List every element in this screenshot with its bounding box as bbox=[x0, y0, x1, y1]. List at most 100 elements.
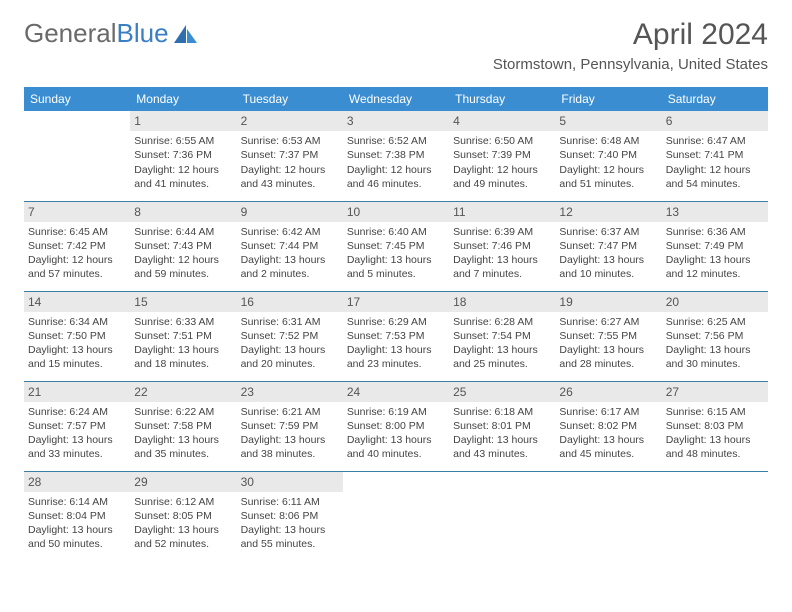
sunrise-text: Sunrise: 6:55 AM bbox=[134, 134, 232, 148]
sunset-text: Sunset: 7:41 PM bbox=[666, 148, 764, 162]
sunrise-text: Sunrise: 6:34 AM bbox=[28, 315, 126, 329]
daylight-text: Daylight: 13 hours and 45 minutes. bbox=[559, 433, 657, 461]
sail-icon bbox=[173, 23, 199, 45]
sunrise-text: Sunrise: 6:31 AM bbox=[241, 315, 339, 329]
daylight-text: Daylight: 12 hours and 43 minutes. bbox=[241, 163, 339, 191]
day-number: 14 bbox=[24, 292, 130, 312]
daylight-text: Daylight: 12 hours and 54 minutes. bbox=[666, 163, 764, 191]
calendar-cell: 2Sunrise: 6:53 AMSunset: 7:37 PMDaylight… bbox=[237, 111, 343, 201]
daylight-text: Daylight: 12 hours and 59 minutes. bbox=[134, 253, 232, 281]
calendar-body: 1Sunrise: 6:55 AMSunset: 7:36 PMDaylight… bbox=[24, 111, 768, 561]
sunrise-text: Sunrise: 6:15 AM bbox=[666, 405, 764, 419]
daylight-text: Daylight: 13 hours and 25 minutes. bbox=[453, 343, 551, 371]
day-number: 28 bbox=[24, 472, 130, 492]
daylight-text: Daylight: 13 hours and 12 minutes. bbox=[666, 253, 764, 281]
sunset-text: Sunset: 7:50 PM bbox=[28, 329, 126, 343]
sunrise-text: Sunrise: 6:45 AM bbox=[28, 225, 126, 239]
daylight-text: Daylight: 12 hours and 46 minutes. bbox=[347, 163, 445, 191]
sunset-text: Sunset: 7:56 PM bbox=[666, 329, 764, 343]
calendar-week-row: 7Sunrise: 6:45 AMSunset: 7:42 PMDaylight… bbox=[24, 201, 768, 291]
daylight-text: Daylight: 13 hours and 30 minutes. bbox=[666, 343, 764, 371]
calendar-cell: 27Sunrise: 6:15 AMSunset: 8:03 PMDayligh… bbox=[662, 381, 768, 471]
daylight-text: Daylight: 13 hours and 40 minutes. bbox=[347, 433, 445, 461]
sunset-text: Sunset: 8:02 PM bbox=[559, 419, 657, 433]
sunset-text: Sunset: 7:46 PM bbox=[453, 239, 551, 253]
sunrise-text: Sunrise: 6:21 AM bbox=[241, 405, 339, 419]
daylight-text: Daylight: 13 hours and 10 minutes. bbox=[559, 253, 657, 281]
calendar-cell bbox=[24, 111, 130, 201]
calendar-cell: 10Sunrise: 6:40 AMSunset: 7:45 PMDayligh… bbox=[343, 201, 449, 291]
brand-part1: General bbox=[24, 18, 117, 49]
location-text: Stormstown, Pennsylvania, United States bbox=[493, 56, 768, 73]
calendar-cell: 7Sunrise: 6:45 AMSunset: 7:42 PMDaylight… bbox=[24, 201, 130, 291]
day-number: 12 bbox=[555, 202, 661, 222]
sunrise-text: Sunrise: 6:39 AM bbox=[453, 225, 551, 239]
calendar-cell: 3Sunrise: 6:52 AMSunset: 7:38 PMDaylight… bbox=[343, 111, 449, 201]
day-number: 25 bbox=[449, 382, 555, 402]
sunrise-text: Sunrise: 6:19 AM bbox=[347, 405, 445, 419]
calendar-cell: 29 Sunrise: 6:12 AMSunset: 8:05 PMDayligh… bbox=[130, 471, 236, 561]
sunrise-text: Sunrise: 6:11 AM bbox=[241, 495, 339, 509]
sunrise-text: Sunrise: 6:27 AM bbox=[559, 315, 657, 329]
calendar-cell: 23Sunrise: 6:21 AMSunset: 7:59 PMDayligh… bbox=[237, 381, 343, 471]
calendar-cell: 21Sunrise: 6:24 AMSunset: 7:57 PMDayligh… bbox=[24, 381, 130, 471]
daylight-text: Daylight: 13 hours and 48 minutes. bbox=[666, 433, 764, 461]
calendar-cell bbox=[449, 471, 555, 561]
sunrise-text: Sunrise: 6:14 AM bbox=[28, 495, 126, 509]
sunset-text: Sunset: 7:39 PM bbox=[453, 148, 551, 162]
sunset-text: Sunset: 7:54 PM bbox=[453, 329, 551, 343]
sunset-text: Sunset: 7:53 PM bbox=[347, 329, 445, 343]
day-number: 29 bbox=[130, 472, 236, 492]
month-title: April 2024 bbox=[493, 18, 768, 52]
calendar-week-row: 28Sunrise: 6:14 AMSunset: 8:04 PMDayligh… bbox=[24, 471, 768, 561]
sunrise-text: Sunrise: 6:24 AM bbox=[28, 405, 126, 419]
day-number: 1 bbox=[130, 111, 236, 131]
sunset-text: Sunset: 8:00 PM bbox=[347, 419, 445, 433]
weekday-header-row: Sunday Monday Tuesday Wednesday Thursday… bbox=[24, 87, 768, 111]
calendar-cell: 16Sunrise: 6:31 AMSunset: 7:52 PMDayligh… bbox=[237, 291, 343, 381]
calendar-cell: 24Sunrise: 6:19 AMSunset: 8:00 PMDayligh… bbox=[343, 381, 449, 471]
daylight-text: Daylight: 13 hours and 15 minutes. bbox=[28, 343, 126, 371]
day-number: 7 bbox=[24, 202, 130, 222]
sunrise-text: Sunrise: 6:33 AM bbox=[134, 315, 232, 329]
sunset-text: Sunset: 7:43 PM bbox=[134, 239, 232, 253]
sunset-text: Sunset: 8:05 PM bbox=[134, 509, 232, 523]
sunrise-text: Sunrise: 6:12 AM bbox=[134, 495, 232, 509]
daylight-text: Daylight: 13 hours and 50 minutes. bbox=[28, 523, 126, 551]
sunset-text: Sunset: 7:49 PM bbox=[666, 239, 764, 253]
sunset-text: Sunset: 7:55 PM bbox=[559, 329, 657, 343]
calendar-table: Sunday Monday Tuesday Wednesday Thursday… bbox=[24, 87, 768, 561]
daylight-text: Daylight: 13 hours and 52 minutes. bbox=[134, 523, 232, 551]
sunset-text: Sunset: 7:37 PM bbox=[241, 148, 339, 162]
day-number: 19 bbox=[555, 292, 661, 312]
sunset-text: Sunset: 7:57 PM bbox=[28, 419, 126, 433]
daylight-text: Daylight: 13 hours and 55 minutes. bbox=[241, 523, 339, 551]
sunset-text: Sunset: 7:51 PM bbox=[134, 329, 232, 343]
calendar-cell: 19Sunrise: 6:27 AMSunset: 7:55 PMDayligh… bbox=[555, 291, 661, 381]
calendar-cell: 11Sunrise: 6:39 AMSunset: 7:46 PMDayligh… bbox=[449, 201, 555, 291]
sunset-text: Sunset: 7:38 PM bbox=[347, 148, 445, 162]
sunset-text: Sunset: 7:44 PM bbox=[241, 239, 339, 253]
day-number: 15 bbox=[130, 292, 236, 312]
weekday-header: Saturday bbox=[662, 87, 768, 111]
day-number: 2 bbox=[237, 111, 343, 131]
day-number: 3 bbox=[343, 111, 449, 131]
sunrise-text: Sunrise: 6:48 AM bbox=[559, 134, 657, 148]
sunrise-text: Sunrise: 6:40 AM bbox=[347, 225, 445, 239]
calendar-week-row: 14Sunrise: 6:34 AMSunset: 7:50 PMDayligh… bbox=[24, 291, 768, 381]
day-number: 6 bbox=[662, 111, 768, 131]
daylight-text: Daylight: 13 hours and 43 minutes. bbox=[453, 433, 551, 461]
day-number: 13 bbox=[662, 202, 768, 222]
calendar-week-row: 1Sunrise: 6:55 AMSunset: 7:36 PMDaylight… bbox=[24, 111, 768, 201]
day-number: 21 bbox=[24, 382, 130, 402]
weekday-header: Tuesday bbox=[237, 87, 343, 111]
day-number: 27 bbox=[662, 382, 768, 402]
calendar-cell: 6Sunrise: 6:47 AMSunset: 7:41 PMDaylight… bbox=[662, 111, 768, 201]
daylight-text: Daylight: 12 hours and 57 minutes. bbox=[28, 253, 126, 281]
calendar-cell: 13Sunrise: 6:36 AMSunset: 7:49 PMDayligh… bbox=[662, 201, 768, 291]
sunset-text: Sunset: 8:01 PM bbox=[453, 419, 551, 433]
calendar-cell: 17Sunrise: 6:29 AMSunset: 7:53 PMDayligh… bbox=[343, 291, 449, 381]
sunset-text: Sunset: 8:06 PM bbox=[241, 509, 339, 523]
daylight-text: Daylight: 13 hours and 20 minutes. bbox=[241, 343, 339, 371]
calendar-week-row: 21 Sunrise: 6:24 AMSunset: 7:57 PM Dayligh… bbox=[24, 381, 768, 471]
